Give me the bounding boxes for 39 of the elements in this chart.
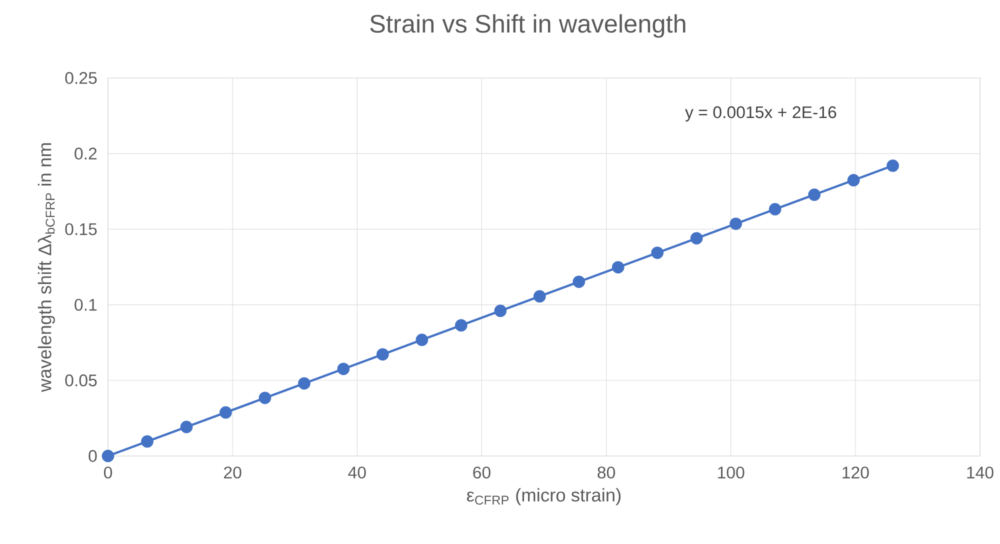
point bbox=[886, 160, 899, 172]
y-tick-label: 0.2 bbox=[74, 148, 97, 160]
x-tick-label: 60 bbox=[473, 466, 490, 479]
point bbox=[494, 304, 507, 318]
point bbox=[141, 435, 154, 448]
point bbox=[612, 261, 624, 274]
chart-title: Strain vs Shift in wavelength bbox=[370, 14, 686, 38]
point bbox=[847, 174, 860, 186]
point bbox=[102, 450, 114, 462]
point bbox=[808, 188, 821, 201]
x-tick-label: 0 bbox=[104, 466, 112, 479]
x-tick-label: 100 bbox=[718, 466, 744, 479]
x-tick-label: 140 bbox=[967, 466, 994, 479]
point bbox=[298, 377, 310, 390]
point bbox=[258, 392, 272, 404]
point bbox=[180, 420, 193, 434]
point bbox=[572, 276, 586, 288]
point bbox=[454, 319, 468, 332]
point bbox=[416, 334, 428, 346]
point bbox=[690, 232, 703, 244]
x-tick-label: 40 bbox=[348, 466, 366, 479]
point bbox=[533, 290, 546, 303]
y-tick-label: 0 bbox=[88, 450, 97, 462]
point bbox=[337, 362, 350, 376]
point bbox=[651, 246, 664, 259]
y-axis-title: wavelength shift Δλ$_{bCFRP}$ in nm bbox=[38, 143, 55, 392]
x-tick-label: 120 bbox=[842, 466, 869, 479]
y-tick-label: 0.05 bbox=[65, 374, 97, 386]
y-tick-label: 0.25 bbox=[65, 72, 97, 84]
y-tick-label: 0.1 bbox=[74, 298, 97, 311]
annotation: y = 0.0015x + 2E-16 bbox=[685, 106, 836, 122]
x-tick-label: 80 bbox=[598, 466, 616, 479]
x-tick-label: 20 bbox=[224, 466, 242, 479]
point bbox=[730, 218, 742, 230]
y-tick-label: 0.15 bbox=[65, 223, 97, 236]
point bbox=[768, 203, 782, 216]
x-axis-title: ε$_{CFRP}$ (micro strain) bbox=[466, 488, 621, 506]
point bbox=[376, 348, 389, 361]
point bbox=[220, 406, 232, 419]
